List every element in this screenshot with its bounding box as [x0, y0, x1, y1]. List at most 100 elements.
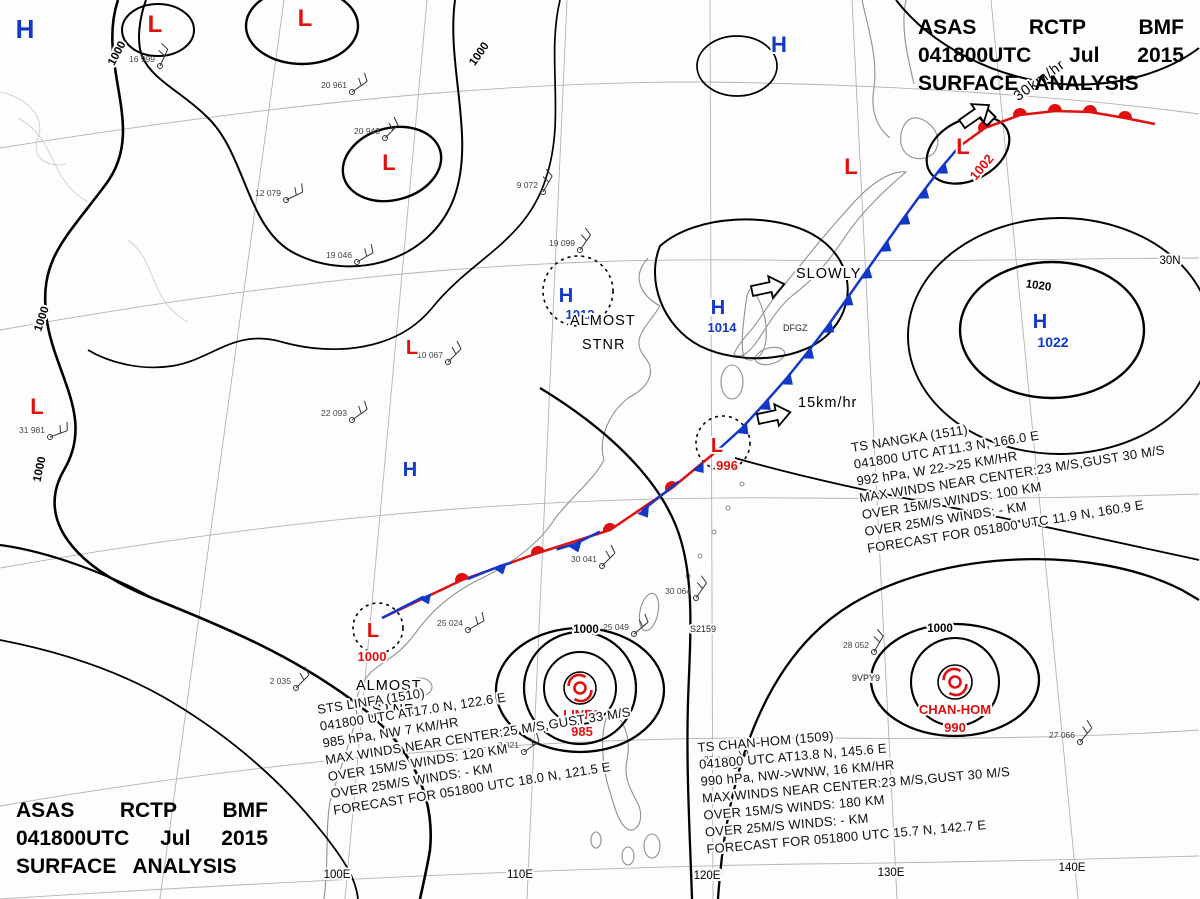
lon-label: 100E: [324, 869, 351, 881]
station-plot: 19 099: [549, 226, 594, 253]
station-plot: 12 079: [255, 179, 306, 205]
low-letter: L: [30, 394, 43, 419]
isobar-label: 1000: [467, 40, 492, 68]
storm-name-label: CHAN-HOM: [919, 702, 991, 717]
motion-label-almost: ALMOST: [356, 678, 422, 694]
station-plot: 31 981: [19, 417, 72, 443]
svg-text:27 066: 27 066: [1049, 730, 1075, 740]
typhoon-symbol-chanhom: [942, 667, 968, 697]
storm-map-labels: LINFA 985 CHAN-HOM 990: [561, 700, 993, 741]
warm-front: [959, 104, 1156, 148]
motion-label-stnr: STNR: [582, 337, 625, 353]
low-letter: L: [406, 337, 418, 359]
stationary-front: [381, 449, 719, 620]
title-block-bottom-left: ASAS RCTP BMF 041800UTC Jul 2015 SURFACE…: [16, 797, 268, 881]
station-plot: 10 067: [417, 340, 462, 365]
title-line-1: ASAS RCTP BMF: [16, 799, 268, 822]
ship-label: DFGZ: [783, 323, 808, 333]
high-letter: H: [403, 459, 417, 481]
svg-text:10 067: 10 067: [417, 350, 443, 360]
svg-text:20 943: 20 943: [354, 126, 380, 136]
station-plot: 25 049: [603, 612, 650, 637]
storm-name-label: LINFA: [563, 707, 601, 722]
title-line-3: SURFACE ANALYSIS: [16, 855, 237, 878]
title-line-2: 041800UTC Jul 2015: [918, 44, 1184, 67]
station-plot: 27 066: [1049, 719, 1094, 745]
high-letter: H: [1033, 311, 1047, 333]
station-plot: 19 046: [326, 241, 376, 266]
isobar-label: 1000: [573, 624, 599, 636]
station-plot: 30 064: [665, 574, 710, 601]
svg-text:19 046: 19 046: [326, 250, 352, 260]
isobar-label: 1000: [927, 623, 953, 635]
motion-annotations: SLOWLY ALMOST STNR 15km/hr ALMOST STNR 3…: [354, 55, 1070, 720]
station-plot: 28 068: [704, 744, 749, 769]
typhoon-symbol-linfa: [567, 673, 593, 703]
station-plot: 8 021: [498, 730, 541, 755]
high-letter: H: [559, 285, 573, 307]
svg-text:28 052: 28 052: [843, 640, 869, 650]
ship-label: S2159: [690, 624, 716, 634]
motion-label-slowly: SLOWLY: [796, 266, 861, 282]
station-plot: 20 961: [321, 70, 369, 95]
isobar-label: 1000: [106, 39, 129, 67]
station-plot: 16 999: [129, 41, 173, 69]
svg-text:25 024: 25 024: [437, 618, 463, 628]
low-letter: L: [367, 620, 379, 642]
svg-text:2 035: 2 035: [270, 676, 292, 686]
pressure-centers: H H H 1012 H 1014 H 1022 H L L L L L 100…: [14, 3, 1071, 666]
station-plot: 30 041: [571, 544, 616, 569]
motion-arrow-slowly: [748, 272, 788, 303]
svg-text:31 981: 31 981: [19, 425, 45, 435]
low-letter: L: [298, 5, 313, 32]
title-block-top-right: ASAS RCTP BMF 041800UTC Jul 2015 SURFACE…: [918, 14, 1184, 98]
station-plot: 2 035: [270, 666, 310, 691]
svg-text:16 999: 16 999: [129, 54, 155, 64]
title-line-1: ASAS RCTP BMF: [918, 16, 1184, 39]
svg-text:12 079: 12 079: [255, 188, 281, 198]
svg-text:30 041: 30 041: [571, 554, 597, 564]
lon-label: 140E: [1059, 862, 1086, 874]
high-pressure-value: 1012: [566, 307, 595, 322]
lon-label: 110E: [507, 869, 533, 881]
lon-label: 130E: [878, 867, 905, 879]
motion-label-stnr: STNR: [372, 702, 415, 718]
lat-label: 30N: [1159, 255, 1180, 267]
low-letter: L: [382, 150, 395, 175]
svg-text:20 961: 20 961: [321, 80, 347, 90]
lon-label: 120E: [694, 870, 721, 882]
title-line-2: 041800UTC Jul 2015: [16, 827, 268, 850]
low-letter: L: [148, 11, 163, 38]
station-plot: 20 943: [354, 116, 399, 141]
isobar-label: 1000: [32, 456, 49, 484]
station-plot: 25 024: [437, 609, 487, 634]
title-line-3: SURFACE ANALYSIS: [918, 72, 1139, 95]
svg-text:19 099: 19 099: [549, 238, 575, 248]
svg-text:9 072: 9 072: [517, 180, 539, 190]
station-plot: 22 093: [321, 398, 369, 423]
low-pressure-value: 1000: [358, 649, 387, 664]
motion-label-almost: ALMOST: [570, 313, 636, 329]
storm-pressure-label: 985: [571, 724, 593, 739]
dashed-center-circles: [352, 255, 751, 654]
low-pressure-value: 1002: [967, 151, 997, 183]
ship-label: 9VPY9: [852, 673, 880, 683]
isobar-label: 1020: [1025, 278, 1052, 293]
storm-pressure-label: 990: [944, 720, 966, 735]
svg-text:25 049: 25 049: [603, 622, 629, 632]
low-pressure-value: 996: [716, 458, 738, 473]
svg-text:8 021: 8 021: [498, 740, 520, 750]
station-plot: 9 072: [517, 167, 557, 195]
svg-text:22 093: 22 093: [321, 408, 347, 418]
storm-info-nangka: TS NANGKA (1511) 041800 UTC AT11.3 N, 16…: [848, 420, 1168, 558]
low-letter: L: [711, 435, 723, 457]
high-letter: H: [771, 32, 787, 57]
high-pressure-value: 1022: [1037, 334, 1068, 350]
high-pressure-value: 1014: [708, 320, 738, 335]
station-plots: 16 999 20 961 20 943 12 079 19 046 19 09…: [19, 41, 1094, 769]
axis-labels: 100E 110E 120E 130E 140E 30N: [322, 253, 1183, 884]
high-letter: H: [711, 297, 725, 319]
low-letter: L: [844, 154, 857, 179]
